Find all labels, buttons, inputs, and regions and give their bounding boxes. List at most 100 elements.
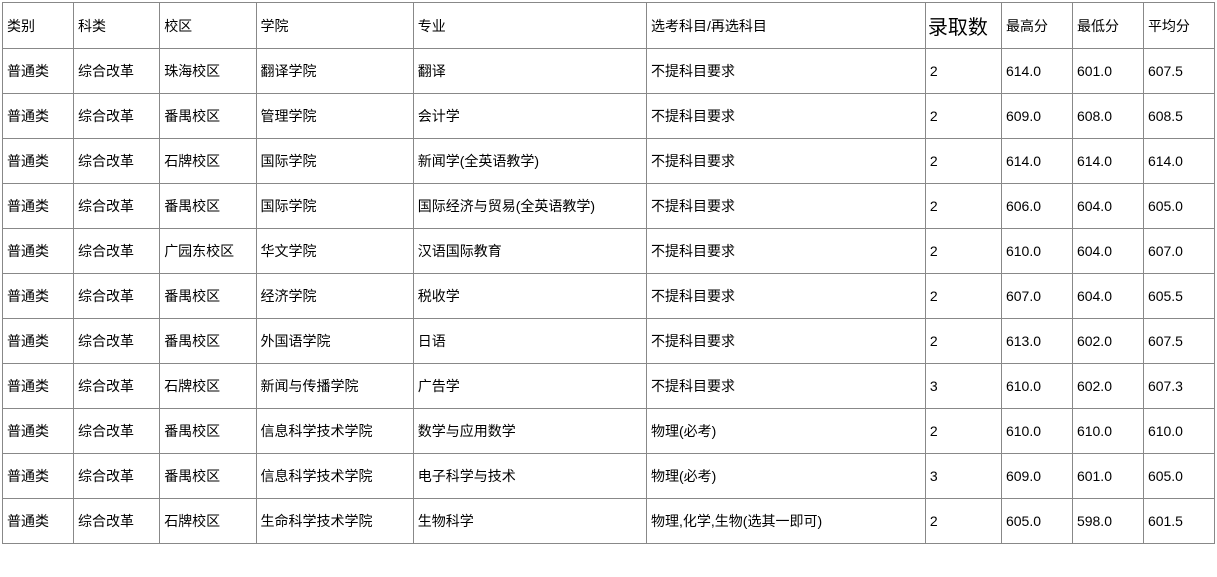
cell-campus: 石牌校区 — [160, 364, 256, 409]
cell-major: 广告学 — [413, 364, 646, 409]
cell-exam-subject: 不提科目要求 — [647, 94, 926, 139]
cell-college: 生命科学技术学院 — [256, 499, 413, 544]
cell-campus: 番禺校区 — [160, 454, 256, 499]
cell-max-score: 609.0 — [1001, 454, 1072, 499]
cell-campus: 广园东校区 — [160, 229, 256, 274]
cell-category: 普通类 — [3, 364, 74, 409]
cell-avg-score: 614.0 — [1143, 139, 1214, 184]
cell-subject-type: 综合改革 — [73, 364, 159, 409]
cell-category: 普通类 — [3, 499, 74, 544]
cell-exam-subject: 物理(必考) — [647, 454, 926, 499]
cell-college: 外国语学院 — [256, 319, 413, 364]
header-min-score: 最低分 — [1072, 3, 1143, 49]
cell-major: 电子科学与技术 — [413, 454, 646, 499]
cell-max-score: 613.0 — [1001, 319, 1072, 364]
cell-category: 普通类 — [3, 49, 74, 94]
cell-exam-subject: 不提科目要求 — [647, 319, 926, 364]
cell-max-score: 606.0 — [1001, 184, 1072, 229]
cell-category: 普通类 — [3, 184, 74, 229]
header-college: 学院 — [256, 3, 413, 49]
cell-exam-subject: 不提科目要求 — [647, 184, 926, 229]
cell-avg-score: 605.0 — [1143, 454, 1214, 499]
cell-subject-type: 综合改革 — [73, 229, 159, 274]
cell-admission-count: 2 — [925, 94, 1001, 139]
cell-campus: 番禺校区 — [160, 319, 256, 364]
cell-admission-count: 2 — [925, 184, 1001, 229]
header-avg-score: 平均分 — [1143, 3, 1214, 49]
cell-college: 翻译学院 — [256, 49, 413, 94]
cell-avg-score: 607.5 — [1143, 319, 1214, 364]
cell-campus: 番禺校区 — [160, 274, 256, 319]
cell-subject-type: 综合改革 — [73, 319, 159, 364]
cell-max-score: 607.0 — [1001, 274, 1072, 319]
cell-max-score: 610.0 — [1001, 364, 1072, 409]
cell-major: 汉语国际教育 — [413, 229, 646, 274]
cell-category: 普通类 — [3, 274, 74, 319]
cell-max-score: 614.0 — [1001, 49, 1072, 94]
cell-campus: 珠海校区 — [160, 49, 256, 94]
cell-min-score: 601.0 — [1072, 454, 1143, 499]
cell-college: 国际学院 — [256, 184, 413, 229]
cell-major: 税收学 — [413, 274, 646, 319]
cell-admission-count: 2 — [925, 274, 1001, 319]
cell-max-score: 605.0 — [1001, 499, 1072, 544]
cell-major: 数学与应用数学 — [413, 409, 646, 454]
cell-campus: 番禺校区 — [160, 184, 256, 229]
cell-admission-count: 2 — [925, 409, 1001, 454]
header-major: 专业 — [413, 3, 646, 49]
cell-min-score: 602.0 — [1072, 319, 1143, 364]
cell-min-score: 608.0 — [1072, 94, 1143, 139]
cell-category: 普通类 — [3, 94, 74, 139]
cell-min-score: 610.0 — [1072, 409, 1143, 454]
cell-max-score: 610.0 — [1001, 409, 1072, 454]
cell-subject-type: 综合改革 — [73, 454, 159, 499]
cell-avg-score: 607.0 — [1143, 229, 1214, 274]
cell-college: 经济学院 — [256, 274, 413, 319]
cell-category: 普通类 — [3, 454, 74, 499]
cell-min-score: 604.0 — [1072, 184, 1143, 229]
cell-max-score: 609.0 — [1001, 94, 1072, 139]
cell-campus: 石牌校区 — [160, 499, 256, 544]
cell-avg-score: 605.5 — [1143, 274, 1214, 319]
cell-min-score: 602.0 — [1072, 364, 1143, 409]
cell-subject-type: 综合改革 — [73, 499, 159, 544]
table-row: 普通类综合改革番禺校区经济学院税收学不提科目要求2607.0604.0605.5 — [3, 274, 1215, 319]
cell-major: 日语 — [413, 319, 646, 364]
cell-college: 国际学院 — [256, 139, 413, 184]
cell-max-score: 610.0 — [1001, 229, 1072, 274]
cell-college: 信息科学技术学院 — [256, 409, 413, 454]
cell-college: 信息科学技术学院 — [256, 454, 413, 499]
cell-subject-type: 综合改革 — [73, 184, 159, 229]
table-row: 普通类综合改革石牌校区国际学院新闻学(全英语教学)不提科目要求2614.0614… — [3, 139, 1215, 184]
cell-major: 翻译 — [413, 49, 646, 94]
cell-college: 华文学院 — [256, 229, 413, 274]
cell-min-score: 598.0 — [1072, 499, 1143, 544]
table-row: 普通类综合改革番禺校区管理学院会计学不提科目要求2609.0608.0608.5 — [3, 94, 1215, 139]
header-admission-count: 录取数 — [925, 3, 1001, 49]
cell-avg-score: 607.3 — [1143, 364, 1214, 409]
cell-campus: 番禺校区 — [160, 409, 256, 454]
cell-exam-subject: 不提科目要求 — [647, 364, 926, 409]
cell-min-score: 604.0 — [1072, 229, 1143, 274]
cell-admission-count: 2 — [925, 499, 1001, 544]
cell-min-score: 601.0 — [1072, 49, 1143, 94]
cell-major: 国际经济与贸易(全英语教学) — [413, 184, 646, 229]
table-row: 普通类综合改革珠海校区翻译学院翻译不提科目要求2614.0601.0607.5 — [3, 49, 1215, 94]
cell-major: 新闻学(全英语教学) — [413, 139, 646, 184]
table-row: 普通类综合改革番禺校区外国语学院日语不提科目要求2613.0602.0607.5 — [3, 319, 1215, 364]
table-body: 普通类综合改革珠海校区翻译学院翻译不提科目要求2614.0601.0607.5普… — [3, 49, 1215, 544]
cell-avg-score: 601.5 — [1143, 499, 1214, 544]
table-row: 普通类综合改革石牌校区新闻与传播学院广告学不提科目要求3610.0602.060… — [3, 364, 1215, 409]
cell-campus: 石牌校区 — [160, 139, 256, 184]
cell-avg-score: 608.5 — [1143, 94, 1214, 139]
cell-avg-score: 610.0 — [1143, 409, 1214, 454]
cell-admission-count: 3 — [925, 454, 1001, 499]
cell-subject-type: 综合改革 — [73, 139, 159, 184]
cell-category: 普通类 — [3, 409, 74, 454]
cell-max-score: 614.0 — [1001, 139, 1072, 184]
cell-admission-count: 3 — [925, 364, 1001, 409]
table-row: 普通类综合改革广园东校区华文学院汉语国际教育不提科目要求2610.0604.06… — [3, 229, 1215, 274]
cell-avg-score: 607.5 — [1143, 49, 1214, 94]
table-row: 普通类综合改革番禺校区国际学院国际经济与贸易(全英语教学)不提科目要求2606.… — [3, 184, 1215, 229]
cell-avg-score: 605.0 — [1143, 184, 1214, 229]
